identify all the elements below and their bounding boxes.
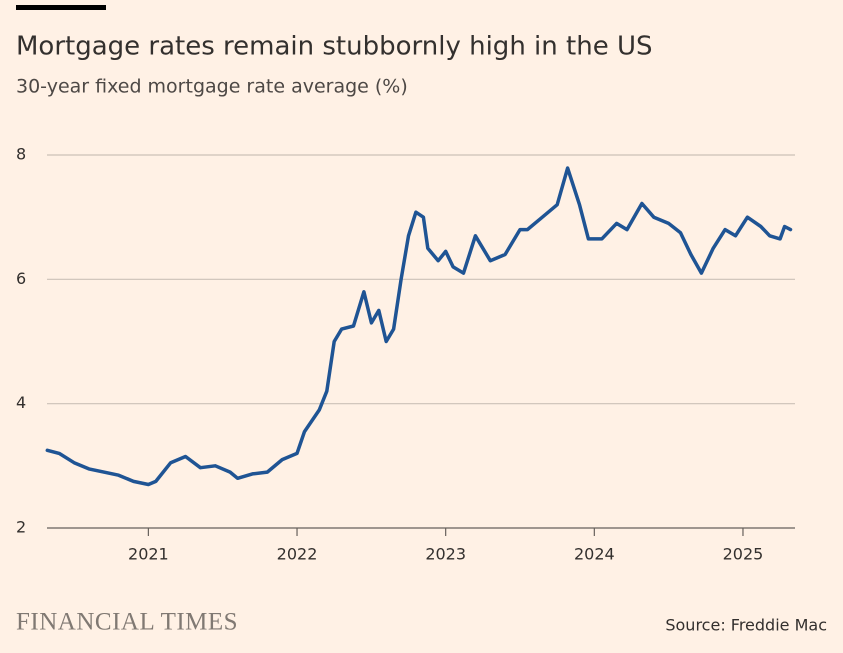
x-tick-label: 2025	[723, 545, 764, 564]
y-tick-label: 8	[16, 145, 26, 164]
y-tick-label: 2	[16, 518, 26, 537]
data-line	[45, 166, 793, 487]
y-tick-label: 6	[16, 269, 26, 288]
chart-title: Mortgage rates remain stubbornly high in…	[16, 32, 653, 62]
x-tick-label: 2024	[574, 545, 615, 564]
y-tick-label: 4	[16, 393, 26, 412]
x-tick-label: 2021	[128, 545, 169, 564]
source: Source: Freddie Mac	[665, 616, 827, 635]
x-tick-label: 2022	[277, 545, 318, 564]
chart-subtitle: 30-year fixed mortgage rate average (%)	[16, 76, 408, 98]
top-bar	[16, 5, 106, 10]
logo: FINANCIAL TIMES	[16, 609, 238, 636]
x-tick-label: 2023	[425, 545, 466, 564]
